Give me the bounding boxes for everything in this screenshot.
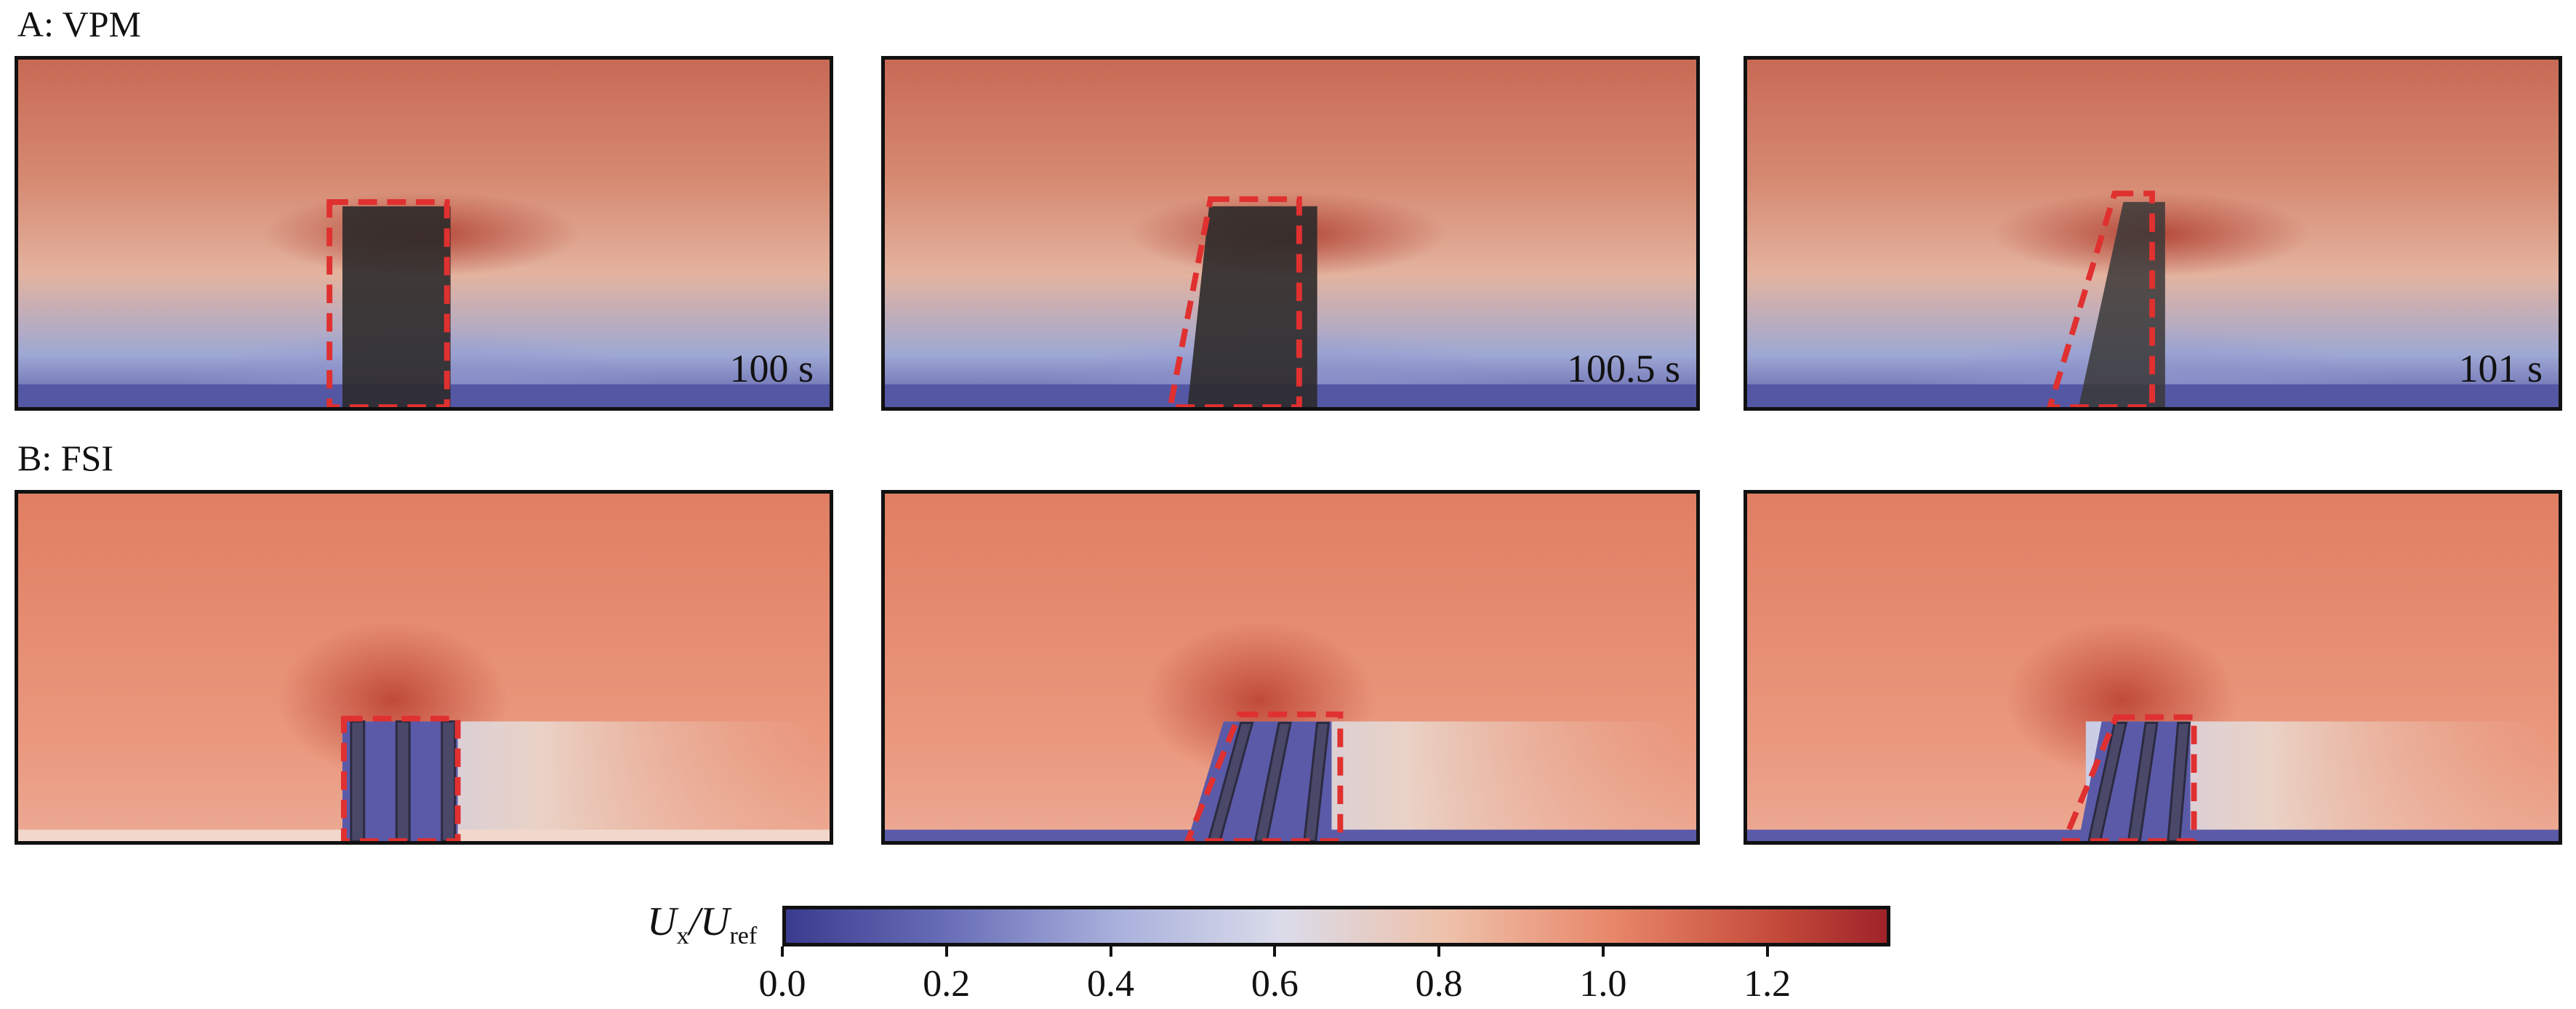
fsi-panel-1 <box>15 490 833 845</box>
colorbar <box>782 906 1890 946</box>
fsi-outline-2 <box>1184 711 1344 841</box>
colorbar-tick-label: 0.6 <box>1251 963 1299 1005</box>
colorbar-tick <box>944 946 948 957</box>
row-a-label: A: VPM <box>17 4 141 44</box>
vpm-outline-1 <box>326 198 450 407</box>
colorbar-tick-label: 0.4 <box>1087 963 1135 1005</box>
fsi-panel-3 <box>1744 490 2562 845</box>
colorbar-tick-label: 1.2 <box>1744 963 1791 1005</box>
colorbar-tick <box>1273 946 1277 957</box>
row-b-label: B: FSI <box>17 438 114 478</box>
colorbar-tick-label: 1.0 <box>1579 963 1627 1005</box>
colorbar-tick <box>1601 946 1605 957</box>
colorbar-tick <box>1437 946 1441 957</box>
vpm-field-1 <box>18 60 830 407</box>
colorbar-ticks: 0.0 0.2 0.4 0.6 0.8 1.0 1.2 <box>759 946 1890 1005</box>
fsi-panel-2 <box>881 490 1700 845</box>
fsi-outline-3 <box>2061 714 2197 841</box>
vpm-field-2 <box>885 60 1696 407</box>
colorbar-tick-label: 0.0 <box>758 963 806 1005</box>
vpm-field-3 <box>1747 60 2559 407</box>
colorbar-tick <box>781 946 784 957</box>
time-label-3: 101 s <box>2458 347 2543 390</box>
vpm-panel-1: 100 s <box>15 56 833 411</box>
colorbar-tick-label: 0.8 <box>1415 963 1463 1005</box>
colorbar-gradient <box>786 909 1887 943</box>
colorbar-tick-label: 0.2 <box>923 963 971 1005</box>
time-label-2: 100.5 s <box>1566 347 1680 390</box>
vpm-panel-2: 100.5 s <box>881 56 1700 411</box>
time-label-1: 100 s <box>729 347 814 390</box>
colorbar-tick <box>1109 946 1112 957</box>
vpm-panel-3: 101 s <box>1744 56 2562 411</box>
vpm-outline-3 <box>2047 190 2155 407</box>
vpm-outline-2 <box>1167 196 1302 407</box>
colorbar-tick <box>1765 946 1769 957</box>
fsi-field-2 <box>885 494 1696 841</box>
fsi-outline-1 <box>341 715 461 841</box>
fsi-field-1 <box>18 494 830 841</box>
fsi-field-3 <box>1747 494 2559 841</box>
colorbar-title: Ux/Uref <box>647 899 758 950</box>
